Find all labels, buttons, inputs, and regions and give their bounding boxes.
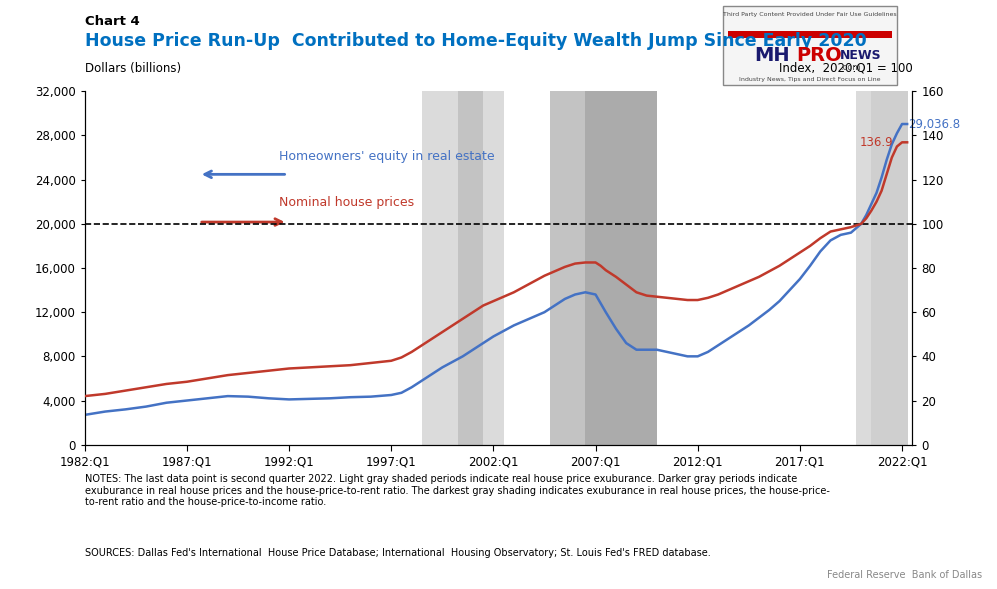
Text: Index,  2020:Q1 = 100: Index, 2020:Q1 = 100: [779, 62, 912, 75]
Text: Industry News, Tips and Direct Focus on Line: Industry News, Tips and Direct Focus on …: [740, 77, 880, 81]
Text: Federal Reserve  Bank of Dallas: Federal Reserve Bank of Dallas: [827, 570, 982, 580]
Text: House Price Run-Up  Contributed to Home-Equity Wealth Jump Since Early 2020: House Price Run-Up Contributed to Home-E…: [85, 32, 866, 51]
Text: 136.9: 136.9: [859, 136, 893, 149]
Text: Nominal house prices: Nominal house prices: [279, 196, 415, 209]
Text: NOTES: The last data point is second quarter 2022. Light gray shaded periods ind: NOTES: The last data point is second qua…: [85, 474, 830, 507]
Bar: [611, 91, 657, 445]
Bar: [549, 91, 585, 445]
Text: Third Party Content Provided Under Fair Use Guidelines: Third Party Content Provided Under Fair …: [723, 12, 897, 16]
Text: Homeowners' equity in real estate: Homeowners' equity in real estate: [279, 150, 495, 163]
Bar: [585, 91, 611, 445]
Text: SOURCES: Dallas Fed's International  House Price Database; International  Housin: SOURCES: Dallas Fed's International Hous…: [85, 548, 711, 558]
Text: Dollars (billions): Dollars (billions): [85, 62, 180, 75]
Bar: [458, 91, 484, 445]
Text: MH: MH: [754, 46, 790, 65]
Bar: [484, 91, 503, 445]
Bar: [856, 91, 871, 445]
Text: .com: .com: [839, 64, 860, 72]
Bar: [422, 91, 458, 445]
Text: NEWS: NEWS: [839, 49, 881, 62]
Text: 29,036.8: 29,036.8: [908, 118, 960, 131]
Text: Chart 4: Chart 4: [85, 15, 140, 28]
Bar: [871, 91, 908, 445]
Text: PRO: PRO: [796, 46, 841, 65]
